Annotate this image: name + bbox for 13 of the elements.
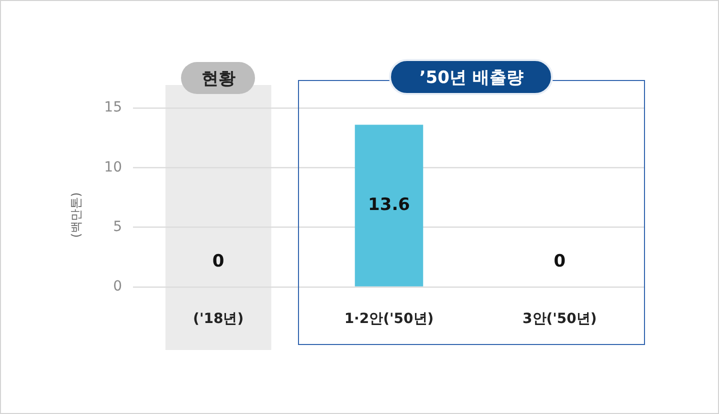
y-tick-label: 0 (113, 278, 122, 295)
text: ’50년 배출량 (389, 59, 554, 95)
y-axis-title: (백만톤) (69, 192, 84, 238)
data-label: 13.6 (368, 194, 410, 215)
x-tick-label: 1·2안('50년) (344, 311, 434, 328)
x-tick-label: 3안('50년) (522, 311, 597, 328)
y-tick-label: 15 (104, 100, 122, 116)
x-tick-label: ('18년) (193, 311, 244, 328)
data-label: 0 (212, 251, 224, 272)
y-tick-label: 10 (104, 159, 122, 176)
band-label: 현황 (181, 62, 256, 94)
y-tick-label: 5 (113, 218, 122, 235)
data-label: 0 (554, 251, 566, 272)
